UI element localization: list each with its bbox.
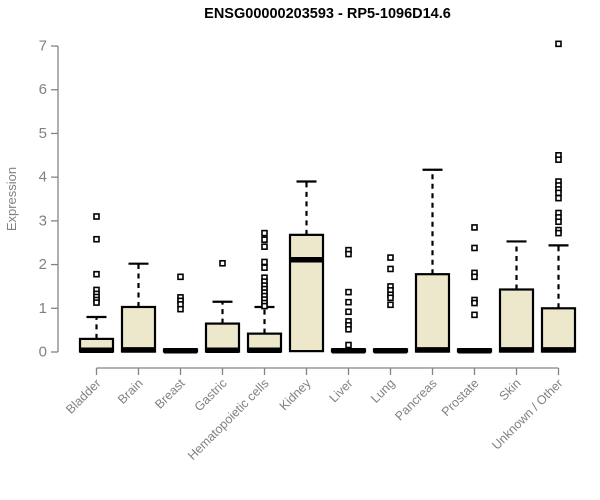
x-tick-label: Liver <box>327 376 356 405</box>
box-bladder <box>78 213 115 354</box>
box-brain <box>120 262 157 353</box>
x-tick-label: Hematopoietic cells <box>185 376 272 463</box>
outlier-point <box>345 308 352 316</box>
box-breast <box>162 273 199 354</box>
x-tick-label: Prostate <box>439 376 482 419</box>
box-prostate <box>456 224 493 354</box>
box-liver <box>330 246 367 354</box>
y-tick-label: 5 <box>39 125 47 142</box>
y-tick-label: 2 <box>39 256 47 273</box>
outlier-point <box>471 273 478 281</box>
x-tick-label: Gastric <box>192 376 230 414</box>
box-skin <box>498 240 535 353</box>
outlier-point <box>555 229 562 237</box>
y-tick-label: 1 <box>39 300 47 317</box>
iqr-box <box>540 307 577 353</box>
box-kidney <box>288 180 325 353</box>
outlier-point <box>93 235 100 243</box>
iqr-box <box>120 305 157 353</box>
x-tick-label: Kidney <box>277 376 314 413</box>
outlier-point <box>345 250 352 258</box>
iqr-box <box>204 322 241 353</box>
y-tick-label: 7 <box>39 38 47 55</box>
outlier-point <box>219 259 226 267</box>
outlier-point <box>261 229 268 237</box>
box-unknown-other <box>540 40 577 353</box>
x-tick-label: Pancreas <box>392 376 439 423</box>
outlier-point <box>387 294 394 302</box>
x-tick-label: Breast <box>152 376 188 412</box>
x-tick-label: Lung <box>368 376 398 406</box>
iqr-box <box>288 233 325 353</box>
outlier-point <box>555 40 562 48</box>
y-tick-label: 3 <box>39 212 47 229</box>
box-gastric <box>204 259 241 354</box>
outlier-point <box>93 299 100 306</box>
outlier-point <box>555 156 562 163</box>
outlier-point <box>261 302 268 310</box>
y-tick-label: 0 <box>39 344 47 361</box>
outlier-point <box>345 298 352 306</box>
outlier-point <box>555 189 562 197</box>
outlier-point <box>471 299 478 307</box>
box-hematopoietic-cells <box>246 229 283 354</box>
x-tick-label: Skin <box>497 376 524 403</box>
outlier-point <box>471 311 478 319</box>
outlier-point <box>177 305 184 313</box>
x-tick-label: Unknown / Other <box>489 376 565 452</box>
y-tick-label: 6 <box>39 81 47 98</box>
iqr-box <box>498 288 535 353</box>
x-tick-label: Bladder <box>63 376 103 416</box>
outlier-point <box>261 264 268 271</box>
outlier-point <box>345 325 352 333</box>
outlier-point <box>93 213 100 220</box>
y-axis: 0 1 2 3 4 5 6 7 <box>39 38 59 361</box>
iqr-box <box>414 273 451 353</box>
outlier-point <box>93 270 100 278</box>
outlier-point <box>555 194 562 202</box>
y-axis-title: Expression <box>4 167 19 231</box>
outlier-point <box>387 254 394 261</box>
outlier-point <box>387 265 394 273</box>
outlier-point <box>387 301 394 309</box>
chart-title: ENSG00000203593 - RP5-1096D14.6 <box>204 6 451 22</box>
outlier-point <box>177 273 184 281</box>
outlier-point <box>261 243 268 250</box>
x-tick-label: Brain <box>115 376 146 407</box>
outlier-point <box>345 288 352 296</box>
outlier-point <box>471 224 478 231</box>
outlier-point <box>261 258 268 266</box>
y-tick-label: 4 <box>39 169 47 186</box>
box-pancreas <box>414 168 451 353</box>
outlier-point <box>555 218 562 226</box>
outlier-point <box>261 236 268 243</box>
box-lung <box>372 254 409 354</box>
outlier-point <box>471 244 478 252</box>
outlier-point <box>345 341 352 349</box>
